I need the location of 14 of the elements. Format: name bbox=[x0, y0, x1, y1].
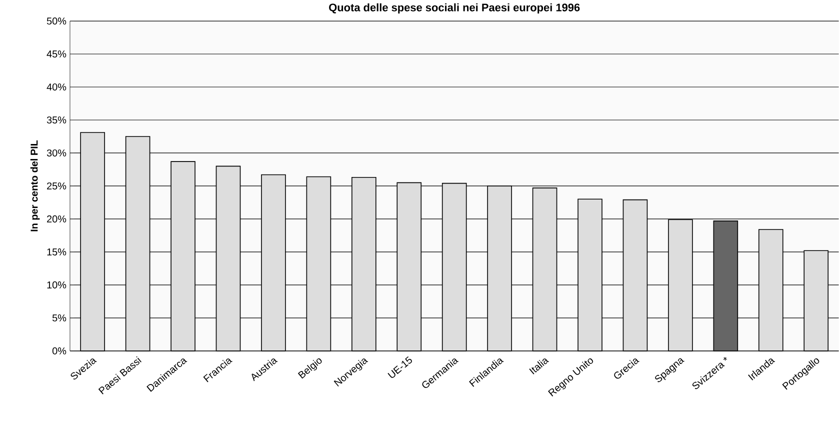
y-tick-label: 0% bbox=[52, 347, 66, 354]
y-tick-label: 15% bbox=[47, 248, 66, 256]
y-tick-label: 5% bbox=[52, 314, 66, 322]
y-tick-label: 45% bbox=[46, 50, 66, 58]
y-tick-label: 25% bbox=[47, 182, 66, 190]
y-tick-label: 50% bbox=[46, 18, 66, 25]
y-tick-label: 40% bbox=[46, 84, 66, 91]
x-tick-label: Italia bbox=[529, 358, 549, 374]
y-tick-label: 30% bbox=[46, 150, 66, 157]
y-tick-label: 10% bbox=[47, 281, 66, 289]
y-tick-label: 20% bbox=[47, 215, 66, 223]
y-axis-title: In per cento del PIL bbox=[30, 140, 40, 232]
chart-title: Quota delle spese sociali nei Paesi europei 1996 bbox=[329, 3, 580, 14]
y-tick-label: 35% bbox=[46, 116, 66, 124]
